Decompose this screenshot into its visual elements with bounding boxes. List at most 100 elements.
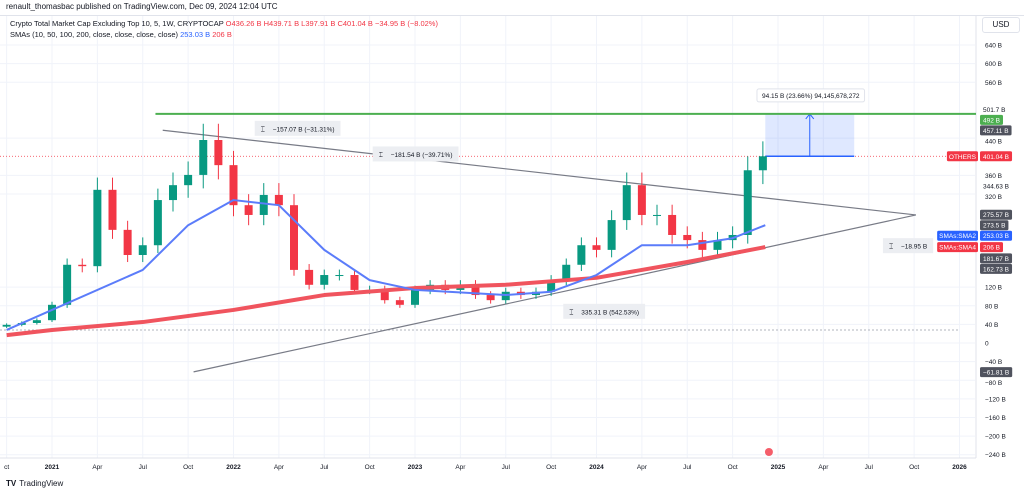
- candle-body: [305, 269, 314, 285]
- measure-icon: ⌶: [569, 309, 573, 316]
- y-tick-label: 640 B: [985, 43, 1002, 50]
- x-tick-label: 2025: [771, 464, 786, 471]
- candle-body: [63, 264, 72, 305]
- price-label-box: [980, 209, 1013, 220]
- y-tick-label: 600 B: [985, 61, 1002, 68]
- candle-body: [244, 205, 253, 215]
- price-label-box: [980, 114, 1003, 125]
- ohlc-change: −34.95 B (−8.02%): [375, 19, 438, 28]
- y-tick-label: −120 B: [985, 396, 1006, 403]
- measure-label: 94.15 B (23.66%) 94,145,678,272: [762, 93, 860, 100]
- x-tick-label: Apr: [637, 464, 648, 471]
- measurement-annotation-box: [882, 238, 934, 254]
- candle-body: [637, 185, 646, 215]
- x-tick-label: Oct: [183, 464, 193, 471]
- candle-body: [547, 280, 556, 292]
- x-tick-label: Apr: [92, 464, 103, 471]
- y-tick-label: 80 B: [985, 303, 998, 310]
- candle-body: [395, 300, 404, 305]
- measure-label-box: [756, 88, 866, 103]
- price-label-box: [980, 263, 1013, 274]
- series-tag-box: [937, 230, 978, 241]
- symbol-name[interactable]: Crypto Total Market Cap Excluding Top 10…: [10, 19, 224, 28]
- y-tick-label: 360 B: [985, 173, 1002, 180]
- y-tick-label: 0: [985, 341, 989, 348]
- candle-body: [607, 220, 616, 250]
- series-tag: SMAs:SMA4: [939, 245, 976, 252]
- price-label: 401.04 B: [983, 154, 1009, 161]
- candle-body: [713, 240, 722, 250]
- price-label: 162.73 B: [983, 266, 1009, 273]
- x-tick-label: Jul: [683, 464, 692, 471]
- ohlc-open: O436.26 B: [225, 19, 262, 28]
- measurement-annotation-box: [372, 146, 459, 162]
- sma-indicator-name[interactable]: SMAs (10, 50, 100, 200, close, close, cl…: [10, 30, 178, 39]
- y-tick-label: −240 B: [985, 452, 1006, 459]
- price-label: 253.03 B: [983, 233, 1009, 240]
- series-tag: SMAs:SMA2: [939, 233, 976, 240]
- candle-body: [169, 185, 177, 201]
- triangle-trendline: [162, 129, 917, 216]
- x-tick-label: Jul: [502, 464, 511, 471]
- price-label-box: [980, 151, 1013, 162]
- ohlc-close: C401.04 B: [337, 19, 373, 28]
- series-tag: OTHERS: [949, 154, 977, 161]
- currency-button[interactable]: USD: [982, 17, 1020, 33]
- publisher-line: renault_thomasbac published on TradingVi…: [6, 2, 278, 11]
- ohlc-low: L397.91 B: [301, 19, 336, 28]
- candle-body: [274, 194, 283, 206]
- x-tick-label: Apr: [818, 464, 829, 471]
- x-tick-label: Oct: [546, 464, 556, 471]
- x-tick-label: Jul: [139, 464, 148, 471]
- price-label: 501.7 B: [983, 107, 1005, 114]
- y-tick-label: −40 B: [985, 359, 1002, 366]
- candle-body: [562, 264, 571, 281]
- x-tick-label: Jul: [865, 464, 874, 471]
- measurement-annotation: 335.31 B (542.53%): [581, 309, 639, 316]
- measurement-annotation: −157.07 B (−31.31%): [273, 126, 335, 133]
- y-tick-label: 560 B: [985, 80, 1002, 87]
- candle-body: [380, 289, 389, 301]
- candle-body: [698, 240, 707, 250]
- sma4-line: [6, 245, 766, 338]
- sma2-value: 253.03 B: [180, 30, 211, 39]
- measure-icon: ⌶: [261, 126, 265, 133]
- chart-frame[interactable]: [0, 15, 1024, 479]
- candle-body: [229, 165, 238, 206]
- sma4-value: 206 B: [212, 30, 232, 39]
- price-label-box: [980, 125, 1012, 136]
- x-tick-label: Oct: [728, 464, 738, 471]
- candle-body: [48, 304, 56, 321]
- triangle-trendline: [193, 214, 917, 373]
- candle-body: [486, 295, 495, 301]
- candle-body: [758, 156, 767, 171]
- y-tick-label: 120 B: [985, 285, 1002, 292]
- y-tick-label: −200 B: [985, 434, 1006, 441]
- candle-body: [184, 174, 193, 186]
- candle-body: [214, 139, 223, 166]
- y-tick-label: −80 B: [985, 380, 1002, 387]
- tv-logo-icon: TV: [6, 479, 17, 488]
- symbol-legend: Crypto Total Market Cap Excluding Top 10…: [10, 19, 438, 28]
- tradingview-logo: TV TradingView: [6, 479, 63, 488]
- candle-body: [577, 245, 586, 265]
- x-tick-label: ct: [4, 464, 9, 471]
- brand-name: TradingView: [19, 479, 64, 488]
- ohlc-high: H439.71 B: [263, 19, 300, 28]
- candle-body: [93, 189, 102, 267]
- price-label: 344.63 B: [983, 183, 1009, 190]
- measurement-annotation-box: [563, 303, 646, 319]
- series-tag-box: [937, 242, 978, 253]
- x-tick-label: 2023: [408, 464, 423, 471]
- x-tick-label: Apr: [455, 464, 466, 471]
- candle-body: [622, 185, 631, 221]
- candle-body: [743, 170, 752, 235]
- measure-icon: ⌶: [379, 152, 383, 159]
- price-label-box: [980, 180, 1013, 191]
- candle-body: [290, 205, 298, 270]
- candle-body: [138, 245, 147, 256]
- price-label: 492 B: [983, 117, 1000, 124]
- y-tick-label: −160 B: [985, 415, 1006, 422]
- event-marker-icon: [764, 448, 773, 456]
